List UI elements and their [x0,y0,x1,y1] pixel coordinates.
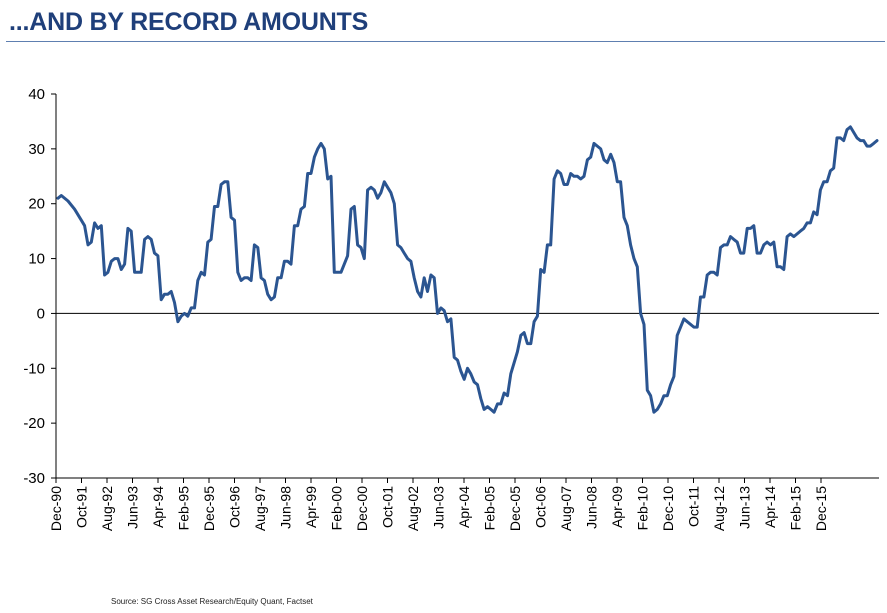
x-tick-label: Apr-99 [303,486,319,528]
x-tick-label: Feb-95 [176,486,192,531]
x-tick-label: Jun-03 [431,486,447,529]
y-tick-label: -30 [23,470,45,487]
x-tick-label: Oct-01 [380,486,396,528]
x-tick-label: Oct-11 [686,486,702,527]
x-tick-label: Dec-95 [201,486,217,531]
y-tick-label: -10 [23,360,45,377]
y-tick-label: 20 [28,196,45,213]
x-tick-label: Dec-05 [507,486,523,531]
x-tick-label: Jun-08 [584,486,600,529]
x-tick-label: Aug-02 [405,486,421,531]
x-tick-label: Jun-93 [125,486,141,529]
x-tick-label: Apr-04 [456,486,472,528]
x-tick-label: Dec-90 [48,486,64,531]
source-note: Source: SG Cross Asset Research/Equity Q… [111,597,313,606]
x-tick-label: Jun-13 [737,486,753,529]
y-tick-label: 30 [28,141,45,158]
y-tick-label: 10 [28,251,45,268]
x-tick-label: Feb-05 [482,486,498,531]
x-tick-label: Dec-00 [354,486,370,531]
y-tick-label: 0 [37,305,45,322]
x-tick-label: Apr-14 [762,486,778,528]
x-tick-label: Aug-97 [252,486,268,531]
x-tick-label: Feb-10 [635,486,651,531]
x-tick-label: Aug-12 [711,486,727,531]
x-tick-label: Oct-91 [74,486,90,528]
title-underline [6,41,885,42]
y-tick-label: -20 [23,415,45,432]
x-tick-label: Aug-92 [99,486,115,531]
x-tick-label: Apr-09 [609,486,625,528]
x-tick-label: Dec-10 [660,486,676,531]
chart-title: ...AND BY RECORD AMOUNTS [9,8,369,36]
x-tick-label: Feb-15 [788,486,804,531]
x-tick-label: Oct-06 [533,486,549,528]
x-tick-label: Feb-00 [329,486,345,531]
x-tick-label: Jun-98 [278,486,294,529]
y-tick-label: 40 [28,86,45,103]
x-tick-label: Aug-07 [558,486,574,531]
series-line [56,125,879,414]
x-tick-label: Oct-96 [227,486,243,528]
x-tick-label: Dec-15 [813,486,829,531]
x-tick-label: Apr-94 [150,486,166,528]
